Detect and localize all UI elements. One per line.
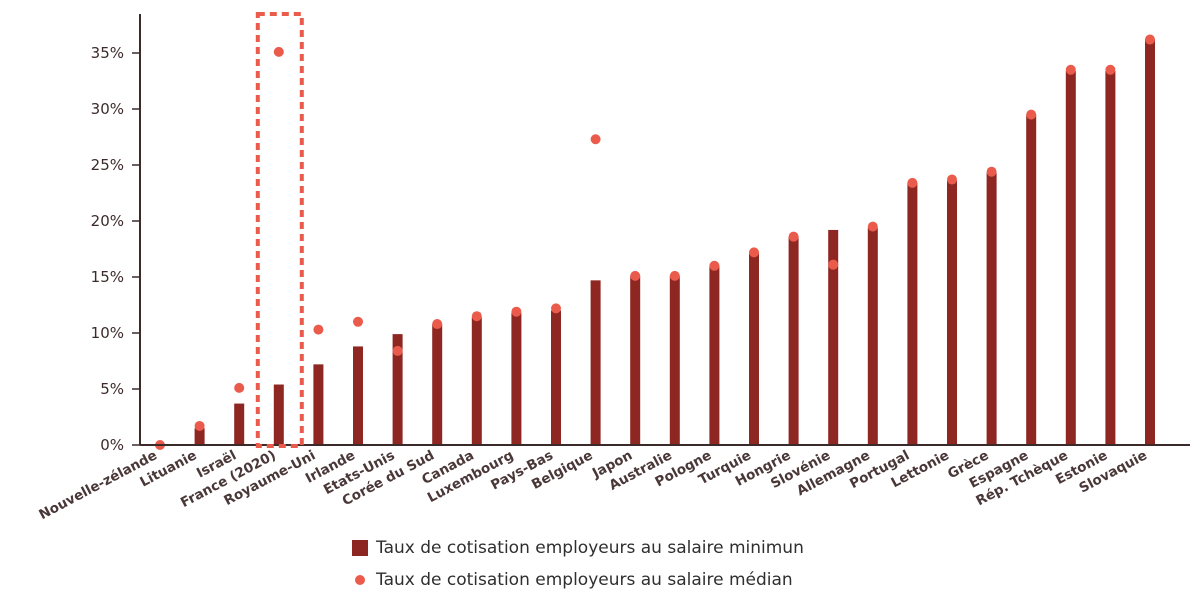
bar-series (194, 39, 1155, 446)
point (194, 420, 205, 431)
highlight-box (255, 12, 304, 448)
point (947, 174, 957, 185)
bar (1026, 114, 1037, 445)
point (669, 270, 680, 281)
bar (471, 317, 482, 445)
legend-bar-swatch (352, 540, 368, 556)
point (709, 260, 720, 271)
point (828, 259, 839, 270)
point (432, 319, 443, 330)
bar (669, 275, 680, 445)
bar (867, 227, 878, 445)
y-tick-label: 30% (91, 100, 124, 118)
bar (788, 236, 799, 445)
bar (907, 182, 918, 446)
legend-item-bar: Taux de cotisation employeurs au salaire… (352, 532, 804, 564)
legend: Taux de cotisation employeurs au salaire… (352, 532, 804, 596)
point (1026, 109, 1037, 120)
point (392, 345, 403, 356)
point (551, 303, 561, 314)
bar (709, 265, 720, 445)
bar (273, 384, 284, 445)
bar (432, 324, 443, 445)
y-tick-label: 15% (91, 268, 124, 286)
bar (313, 364, 324, 445)
point (867, 221, 878, 232)
bar (590, 280, 601, 445)
point (590, 134, 601, 145)
bar (947, 180, 957, 445)
point (1065, 64, 1076, 75)
y-tick-label: 0% (100, 436, 124, 454)
bar (630, 275, 641, 445)
y-axis-ticks: 0% 5% 10% 15% 20% 25% 30% 35% (91, 44, 140, 454)
bar (234, 403, 245, 445)
bar (1105, 70, 1116, 446)
bar (392, 334, 403, 445)
chart: 0% 5% 10% 15% 20% 25% 30% 35% Nouvelle-zélandeL… (36, 12, 1190, 520)
bar (551, 310, 561, 445)
point (353, 316, 363, 327)
point (907, 177, 918, 188)
dot-series (155, 34, 1155, 450)
point (749, 247, 759, 258)
bar (353, 346, 363, 445)
point (1145, 34, 1155, 45)
legend-dot-swatch (355, 575, 365, 585)
point (788, 231, 799, 242)
point (313, 324, 324, 335)
bar (986, 172, 997, 445)
legend-dot-label: Taux de cotisation employeurs au salaire… (376, 570, 793, 590)
point (234, 382, 245, 393)
bar (1065, 70, 1076, 446)
bar (194, 428, 205, 445)
bar (828, 229, 839, 445)
point (630, 270, 641, 281)
y-tick-label: 10% (91, 324, 124, 342)
point (273, 46, 284, 57)
legend-bar-label: Taux de cotisation employeurs au salaire… (376, 538, 804, 558)
y-tick-label: 5% (100, 380, 124, 398)
bar (1145, 39, 1155, 446)
y-tick-label: 35% (91, 44, 124, 62)
y-tick-label: 25% (91, 156, 124, 174)
point (1105, 64, 1116, 75)
legend-item-dot: Taux de cotisation employeurs au salaire… (352, 564, 804, 596)
bar (511, 312, 522, 445)
y-tick-label: 20% (91, 212, 124, 230)
point (986, 166, 997, 177)
bar (749, 253, 759, 445)
point (471, 311, 482, 322)
point (511, 306, 522, 317)
